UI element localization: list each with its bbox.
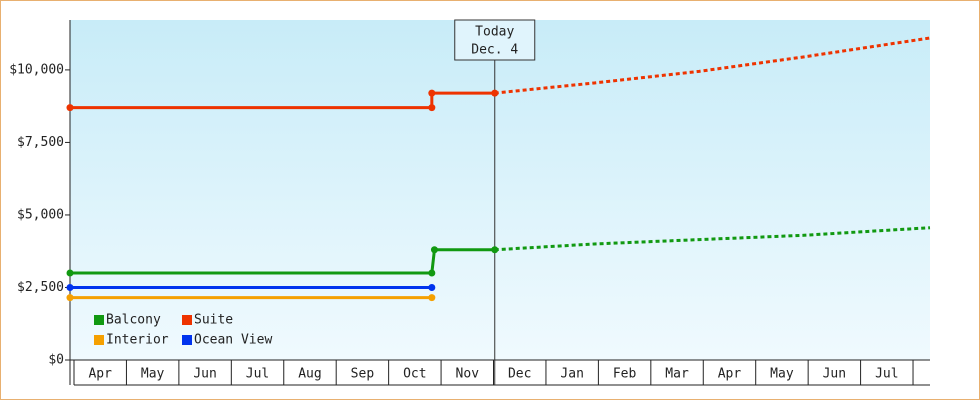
x-tick-label: Oct <box>403 367 426 382</box>
legend-swatch <box>182 335 192 345</box>
x-tick-label: Nov <box>456 367 480 382</box>
x-tick-label: Jan <box>560 367 583 382</box>
today-box <box>454 19 536 61</box>
legend-swatch <box>94 315 104 325</box>
point <box>66 294 74 302</box>
y-tick-label: $5,000 <box>17 207 64 222</box>
x-tick-label: May <box>141 367 165 382</box>
y-tick-label: $0 <box>48 353 64 368</box>
projection-line <box>494 36 931 95</box>
point <box>66 283 74 291</box>
x-tick-label: Feb <box>613 367 637 382</box>
today-label: Today <box>475 25 514 40</box>
x-tick-label: Jul <box>246 367 269 382</box>
x-tick-label: Jun <box>823 367 846 382</box>
point <box>491 89 499 97</box>
point <box>66 269 74 277</box>
series-line <box>70 91 495 110</box>
x-tick-label: Jun <box>193 367 216 382</box>
legend-label: Interior <box>106 333 169 348</box>
legend-label: Balcony <box>106 313 161 328</box>
point <box>66 104 74 112</box>
point <box>428 294 436 302</box>
point <box>430 246 438 254</box>
x-tick-label: Apr <box>88 367 112 382</box>
legend-swatch <box>182 315 192 325</box>
plot-background <box>70 20 930 360</box>
legend-label: Ocean View <box>194 333 272 348</box>
legend-swatch <box>94 335 104 345</box>
x-tick-label: Apr <box>718 367 742 382</box>
x-tick-label: Sep <box>351 367 375 382</box>
y-tick-label: $10,000 <box>9 62 64 77</box>
point <box>491 246 499 254</box>
point <box>428 89 436 97</box>
x-tick-label: Aug <box>298 367 321 382</box>
y-tick-label: $2,500 <box>17 280 64 295</box>
point <box>428 283 436 291</box>
x-tick-label: May <box>770 367 794 382</box>
projection-line <box>494 226 931 252</box>
legend-label: Suite <box>194 313 233 328</box>
x-tick-label: Mar <box>665 367 689 382</box>
point <box>428 269 436 277</box>
today-label: Dec. 4 <box>471 43 518 58</box>
x-tick-label: Jul <box>875 367 898 382</box>
series-line <box>70 248 495 275</box>
x-tick-label: Dec <box>508 367 531 382</box>
point <box>428 104 436 112</box>
y-tick-label: $7,500 <box>17 135 64 150</box>
